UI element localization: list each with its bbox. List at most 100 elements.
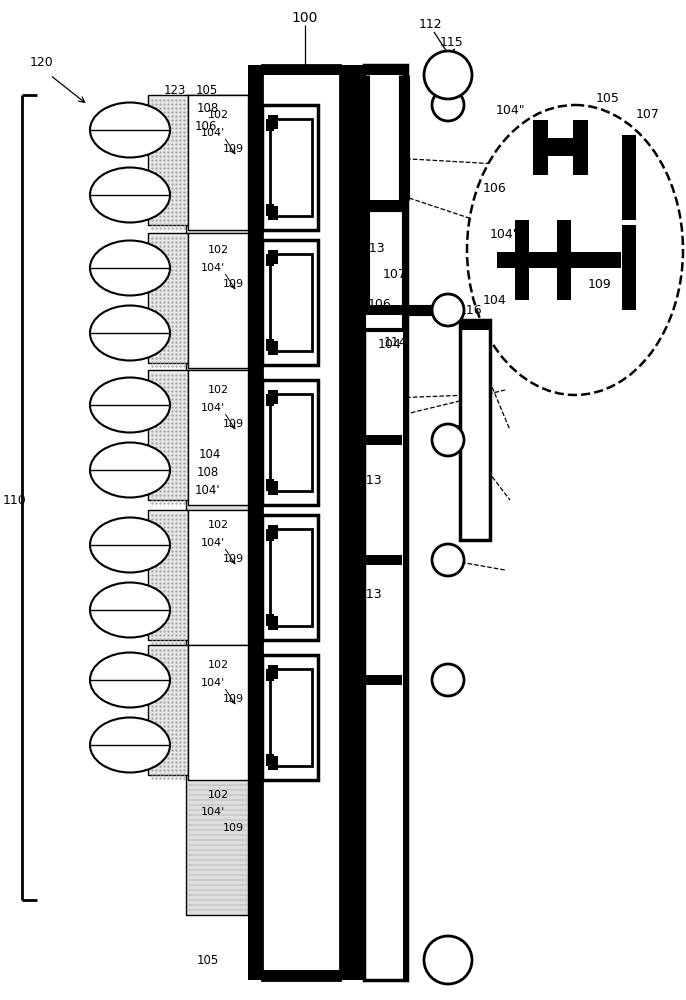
Bar [188,95,248,230]
Text: 108: 108 [197,466,219,479]
Bar [364,305,402,315]
Bar [460,320,490,330]
Bar [268,616,278,630]
Bar [268,206,278,220]
Bar [186,95,248,915]
Bar [497,252,515,268]
Text: 108: 108 [197,102,219,114]
Bar [352,65,403,75]
Ellipse shape [90,442,170,497]
Bar [268,115,278,129]
Circle shape [432,294,464,326]
Text: 115: 115 [441,298,465,312]
Bar [403,65,407,980]
Text: 105: 105 [596,92,620,104]
Bar [270,669,312,766]
Text: 113: 113 [358,588,382,601]
Ellipse shape [90,582,170,638]
Bar [268,250,278,264]
Bar [364,675,402,685]
Text: 104': 104' [201,403,225,413]
Ellipse shape [90,167,170,223]
Bar [268,756,278,770]
Text: 104: 104 [199,448,221,462]
Bar [262,65,340,980]
Text: 112: 112 [418,18,442,31]
Text: 109: 109 [222,144,244,154]
Ellipse shape [90,377,170,432]
Text: 104: 104 [483,294,507,306]
Text: 113: 113 [362,241,385,254]
Bar [364,200,404,210]
Ellipse shape [90,518,170,572]
Circle shape [432,89,464,121]
Bar [266,339,274,351]
Bar [340,65,352,980]
Ellipse shape [90,103,170,157]
Text: 115: 115 [441,424,465,436]
Bar [188,233,248,368]
Text: 105: 105 [196,84,218,97]
Bar [573,120,588,175]
Text: 113: 113 [358,474,382,487]
Text: 104': 104' [201,128,225,138]
Bar [148,645,188,775]
Bar [262,380,318,505]
Bar [515,252,621,268]
Bar [515,220,529,300]
Bar [266,614,274,626]
Bar [266,754,274,766]
Bar [268,341,278,355]
Bar [266,669,274,681]
Bar [266,479,274,491]
Bar [148,95,188,225]
Bar [270,394,312,491]
Text: 100: 100 [292,11,318,25]
Bar [262,655,318,780]
Text: 104': 104' [201,678,225,688]
Bar [364,435,402,445]
Bar [266,254,274,266]
Bar [270,529,312,626]
Bar [622,225,636,310]
Bar [270,119,312,216]
Text: 107: 107 [636,108,660,121]
Bar [364,555,402,565]
Text: 102: 102 [207,110,228,120]
Text: 104': 104' [489,229,517,241]
Bar [557,220,571,300]
Text: 104': 104' [201,807,225,817]
Bar [148,370,188,500]
Circle shape [424,51,472,99]
Text: 109: 109 [222,419,244,429]
Bar [268,481,278,495]
Circle shape [432,664,464,696]
Bar [364,210,404,330]
Text: 102: 102 [207,385,228,395]
Ellipse shape [90,652,170,708]
Ellipse shape [467,105,683,395]
Text: 104': 104' [194,484,220,496]
Text: 104': 104' [201,538,225,548]
Bar [622,135,636,220]
Text: 109: 109 [222,694,244,704]
Bar [262,240,318,365]
Ellipse shape [90,240,170,296]
Bar [533,138,588,156]
Text: 102: 102 [207,790,228,800]
Bar [262,515,318,640]
Bar [188,370,248,505]
Bar [352,65,364,980]
Bar [188,645,248,780]
Text: 106: 106 [195,119,217,132]
Circle shape [424,936,472,984]
Bar [188,510,248,645]
Bar [266,204,274,216]
Bar [460,320,490,540]
Text: 106: 106 [483,182,507,194]
Bar [533,120,548,175]
Bar [270,254,312,351]
Bar [364,65,407,980]
Bar [266,394,274,406]
Text: 115: 115 [443,946,467,958]
